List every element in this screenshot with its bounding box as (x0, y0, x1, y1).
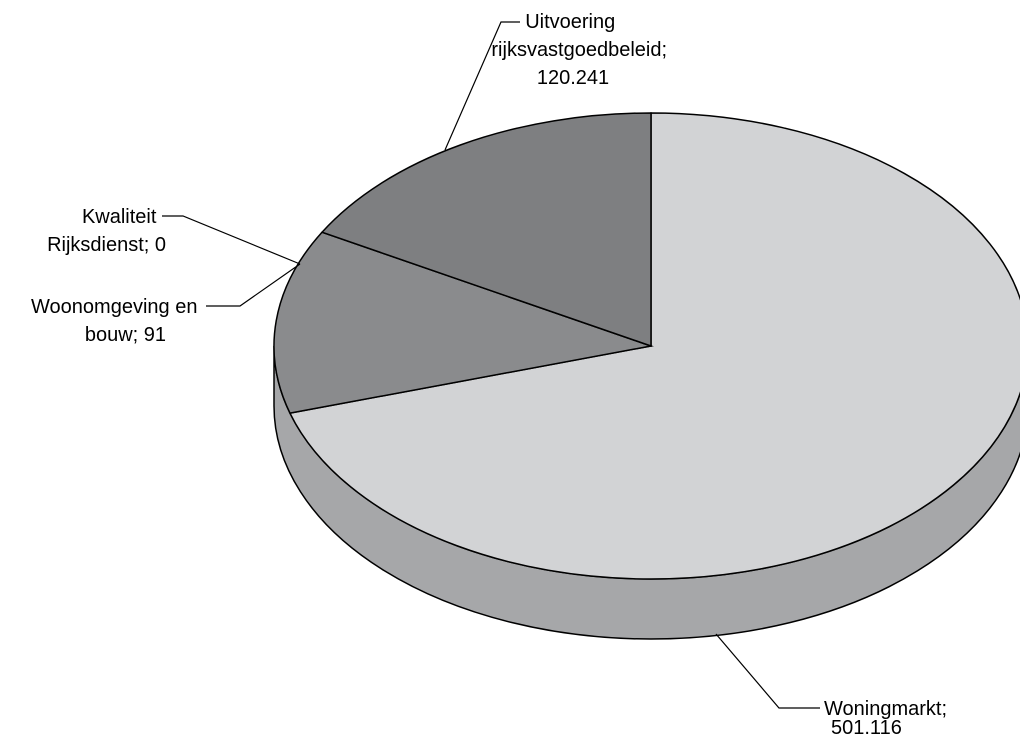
label-kwaliteit: Kwaliteit Rijksdienst; 0 (47, 206, 166, 256)
slice-uitvoering-rijksvastgoedbeleid (320, 112, 652, 348)
leader-line-woningmarkt (715, 633, 820, 709)
leader-line-uitvoering (444, 21, 520, 151)
label-woningmarkt: Woningmarkt; 501.116 (824, 698, 953, 739)
leader-line-kwaliteit (162, 215, 301, 265)
label-woonomgeving: Woonomgeving en bouw; 91 (31, 296, 203, 346)
slice-woonomgeving-en-bouw (273, 231, 654, 415)
slice-woningmarkt (288, 112, 1020, 580)
label-uitvoering: Uitvoering rijksvastgoedbeleid; 120.241 (491, 11, 672, 89)
leader-line-woonomgeving (206, 263, 301, 307)
